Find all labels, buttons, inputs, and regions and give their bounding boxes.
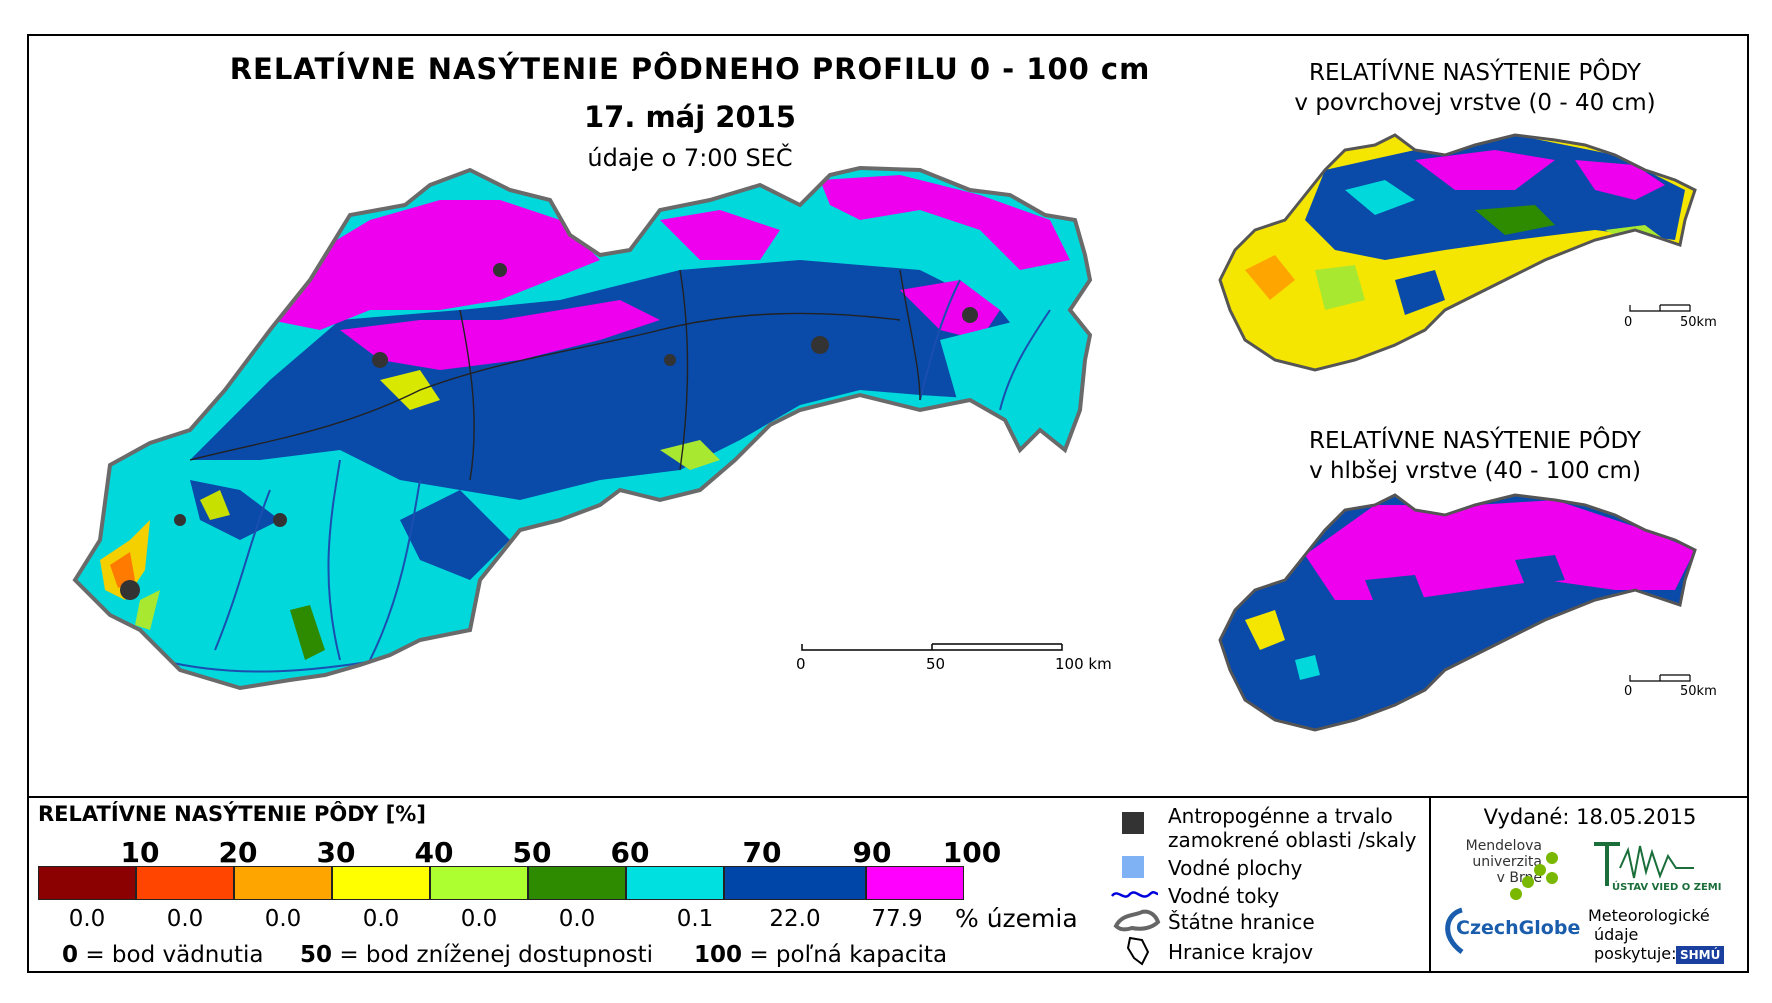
legend-percentage: 22.0 bbox=[769, 906, 821, 932]
issued-divider bbox=[1429, 796, 1431, 973]
legend-swatch bbox=[528, 866, 626, 900]
uvgz-logo-icon bbox=[1594, 842, 1694, 886]
legend-tick: 40 bbox=[414, 836, 454, 869]
water-body-swatch bbox=[1122, 856, 1144, 878]
inset-surface-map bbox=[1218, 133, 1697, 372]
legend-tick: 20 bbox=[218, 836, 258, 869]
legend-divider bbox=[27, 796, 1749, 798]
mendel-dots-icon bbox=[1510, 852, 1558, 900]
legend-note-reduced-value: 50 bbox=[300, 942, 333, 968]
legend-percentage: 0.0 bbox=[166, 906, 204, 932]
main-scale-mid: 50 bbox=[926, 655, 946, 673]
legend-note-capacity: 100 = poľná kapacita bbox=[694, 942, 947, 968]
legend-percentage: 0.0 bbox=[68, 906, 106, 932]
legend-note-wilting-text: = bod vädnutia bbox=[85, 942, 264, 968]
legend-swatch bbox=[332, 866, 430, 900]
mendel-line-2: univerzita bbox=[1472, 854, 1542, 870]
map-time: údaje o 7:00 SEČ bbox=[587, 144, 793, 172]
legend-tick: 60 bbox=[610, 836, 650, 869]
legend-percentage: 0.0 bbox=[264, 906, 302, 932]
urban-area-label-2: zamokrené oblasti /skaly bbox=[1168, 828, 1417, 852]
region-border-symbol bbox=[1126, 936, 1150, 966]
inset-top-scale-bar bbox=[1629, 304, 1691, 312]
legend-percentage: 77.9 bbox=[871, 906, 923, 932]
main-soil-map bbox=[72, 165, 1093, 691]
legend-percentage: 0.0 bbox=[558, 906, 596, 932]
water-body-label: Vodné plochy bbox=[1168, 856, 1303, 880]
legend-note-wilting-value: 0 bbox=[62, 942, 79, 968]
czechglobe-arc-icon bbox=[1445, 907, 1464, 955]
inset-bottom-scale-end: 50km bbox=[1680, 684, 1717, 699]
legend-swatch bbox=[626, 866, 724, 900]
legend-tick: 90 bbox=[852, 836, 892, 869]
inset-top-scale-end: 50km bbox=[1680, 315, 1717, 330]
mendel-university-logo: Mendelova univerzita v Brně bbox=[1462, 838, 1542, 886]
map-date: 17. máj 2015 bbox=[583, 100, 796, 134]
map-title: RELATÍVNE NASÝTENIE PÔDNEHO PROFILU 0 - … bbox=[229, 52, 1151, 86]
inset-deep-map bbox=[1218, 493, 1697, 732]
legend-percentage: 0.0 bbox=[362, 906, 400, 932]
main-scale-bar bbox=[801, 643, 1063, 651]
legend-percentage: 0.1 bbox=[676, 906, 714, 932]
uvgz-logo: ÚSTAV VIED O ZEMI bbox=[1612, 882, 1722, 893]
legend-swatch bbox=[866, 866, 964, 900]
legend-note-reduced-text: = bod zníženej dostupnosti bbox=[339, 942, 654, 968]
inset-top-title-line1: RELATÍVNE NASÝTENIE PÔDY bbox=[1309, 60, 1641, 86]
urban-area-swatch bbox=[1122, 812, 1144, 834]
map-frame bbox=[27, 34, 1749, 973]
inset-top-title: RELATÍVNE NASÝTENIE PÔDY v povrchovej vr… bbox=[1230, 58, 1720, 118]
legend-swatch bbox=[724, 866, 866, 900]
legend-tick: 100 bbox=[942, 836, 1002, 869]
region-border-label: Hranice krajov bbox=[1168, 940, 1314, 964]
legend-percentage: 0.0 bbox=[460, 906, 498, 932]
state-border-symbol bbox=[1113, 909, 1161, 932]
shmu-logo: SHMÚ bbox=[1676, 946, 1725, 964]
inset-bottom-scale-bar bbox=[1629, 674, 1691, 682]
issued-date: Vydané: 18.05.2015 bbox=[1483, 805, 1697, 829]
river-label: Vodné toky bbox=[1168, 884, 1280, 908]
legend-swatch bbox=[234, 866, 332, 900]
mendel-line-1: Mendelova bbox=[1465, 838, 1542, 854]
state-border-main bbox=[72, 165, 1093, 691]
legend-tick: 50 bbox=[512, 836, 552, 869]
legend-tick: 10 bbox=[120, 836, 160, 869]
legend-tick: 30 bbox=[316, 836, 356, 869]
legend-note-wilting: 0 = bod vädnutia bbox=[62, 942, 263, 968]
legend-tick: 70 bbox=[742, 836, 782, 869]
legend-percent-unit: % územia bbox=[955, 904, 1078, 933]
legend-note-reduced: 50 = bod zníženej dostupnosti bbox=[300, 942, 653, 968]
legend-swatch bbox=[136, 866, 234, 900]
inset-bottom-scale-zero: 0 bbox=[1624, 684, 1633, 699]
met-line-3: poskytuje: bbox=[1594, 944, 1677, 963]
legend-title: RELATÍVNE NASÝTENIE PÔDY [%] bbox=[38, 802, 426, 826]
meteorological-data-note: Meteorologické údaje poskytuje: bbox=[1588, 906, 1710, 963]
main-scale-end: 100 km bbox=[1055, 655, 1112, 673]
inset-bottom-title: RELATÍVNE NASÝTENIE PÔDY v hlbšej vrstve… bbox=[1230, 426, 1720, 486]
urban-area-label-1: Antropogénne a trvalo bbox=[1168, 804, 1393, 828]
inset-top-scale-zero: 0 bbox=[1624, 315, 1633, 330]
met-line-2: údaje bbox=[1594, 925, 1639, 944]
legend-swatch bbox=[430, 866, 528, 900]
legend-swatch bbox=[38, 866, 136, 900]
inset-top-title-line2: v povrchovej vrstve (0 - 40 cm) bbox=[1294, 90, 1656, 116]
main-scale-zero: 0 bbox=[796, 655, 806, 673]
legend-note-capacity-value: 100 bbox=[694, 942, 743, 968]
state-border-label: Štátne hranice bbox=[1168, 910, 1315, 934]
inset-bottom-title-line2: v hlbšej vrstve (40 - 100 cm) bbox=[1309, 458, 1641, 484]
legend-color-bar bbox=[38, 866, 964, 902]
czechglobe-logo: CzechGlobe bbox=[1456, 917, 1581, 939]
river-symbol bbox=[1111, 890, 1159, 898]
inset-bottom-title-line1: RELATÍVNE NASÝTENIE PÔDY bbox=[1309, 428, 1641, 454]
legend-note-capacity-text: = poľná kapacita bbox=[749, 942, 948, 968]
met-line-1: Meteorologické bbox=[1588, 906, 1710, 925]
